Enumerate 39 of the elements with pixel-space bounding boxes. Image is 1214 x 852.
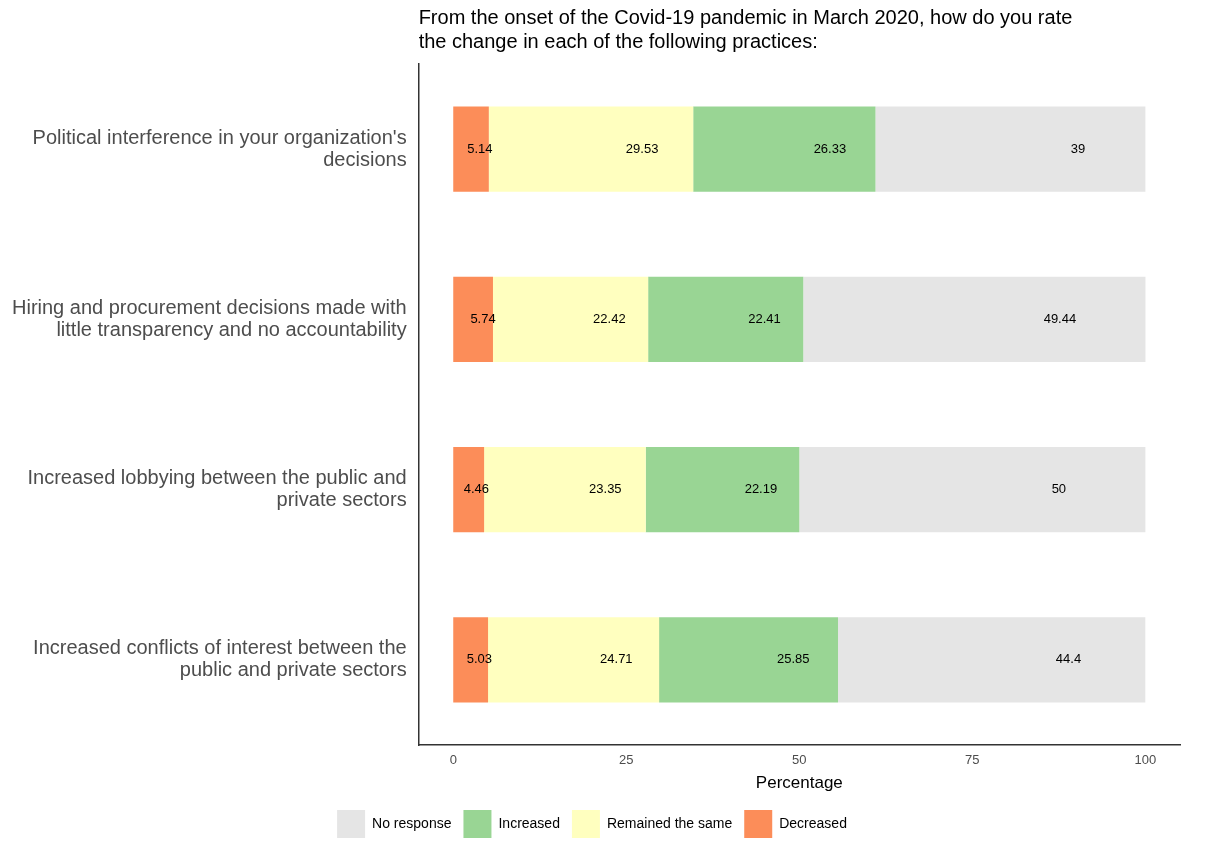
data-label: 5.14: [467, 140, 493, 156]
bar: [693, 106, 876, 192]
y-tick-label: Political interference in your organization's decisions: [32, 125, 407, 170]
data-label: 25.85: [777, 651, 810, 667]
bar: [875, 106, 1146, 192]
x-tick-label: 25: [619, 752, 634, 768]
bar: [799, 447, 1146, 533]
data-label: 22.19: [744, 481, 778, 497]
data-label: 29.53: [625, 140, 659, 156]
data-label: 5.74: [470, 310, 496, 326]
bar: [803, 276, 1146, 362]
x-axis-title: Percentage: [755, 773, 843, 793]
data-label: 24.71: [600, 651, 633, 667]
data-label: 44.4: [1055, 651, 1082, 667]
data-label: 23.35: [589, 481, 622, 497]
data-label: 22.41: [748, 310, 781, 326]
y-tick-label: Increased lobbying between the public and private sectors: [27, 466, 407, 511]
x-tick-label: 0: [449, 752, 457, 768]
legend-label: No response: [372, 814, 452, 831]
x-tick-label: 50: [792, 752, 807, 768]
bar: [648, 276, 804, 362]
legend-label: Decreased: [779, 814, 847, 831]
data-label: 26.33: [813, 140, 847, 156]
data-label: 50: [1051, 481, 1067, 497]
y-tick-label: Hiring and procurement decisions made with little transparency and no accountability: [12, 295, 407, 340]
data-label: 49.44: [1043, 310, 1077, 326]
bar: [659, 617, 839, 703]
x-tick-label: 100: [1134, 752, 1157, 768]
data-label: 22.42: [593, 310, 626, 326]
legend-label: Increased: [498, 814, 560, 831]
chart-title: From the onset of the Covid-19 pandemic in March 2020, how do you rate the change in each of the following practices:: [418, 5, 1073, 52]
data-label: 5.03: [466, 651, 493, 667]
bar: [838, 617, 1146, 703]
x-tick-label: 75: [965, 752, 980, 768]
data-label: 4.46: [463, 481, 490, 497]
data-label: 39: [1070, 140, 1086, 156]
bar: [645, 447, 800, 533]
y-tick-label: Increased conflicts of interest between the public and private sectors: [33, 636, 407, 681]
legend-label: Remained the same: [606, 814, 733, 831]
